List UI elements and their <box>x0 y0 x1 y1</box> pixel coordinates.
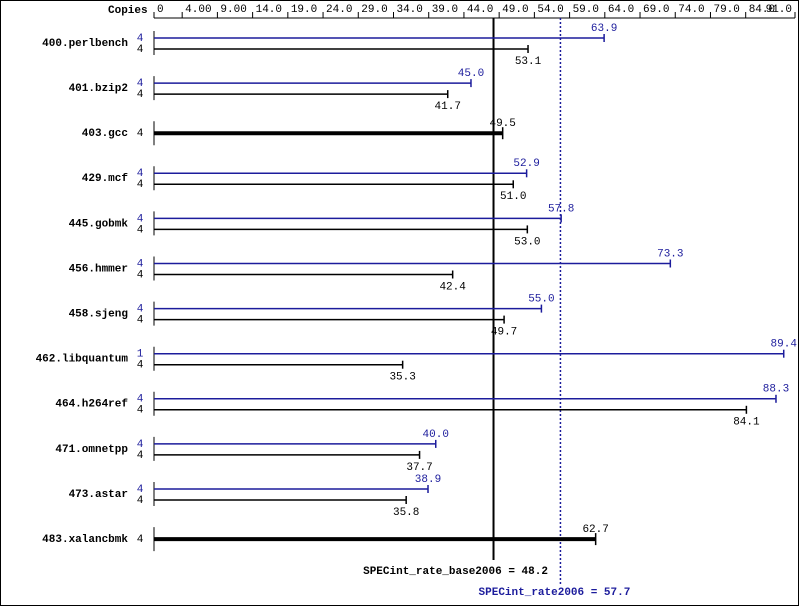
copies: 4 <box>137 394 144 406</box>
benchmark-name: 445.gobmk <box>69 218 129 230</box>
value-label: 57.8 <box>548 203 574 215</box>
x-tick-label: 9.00 <box>220 4 246 16</box>
value-label: 89.4 <box>771 339 798 351</box>
copies: 4 <box>137 89 144 101</box>
x-tick-label: 74.0 <box>678 4 704 16</box>
value-label: 37.7 <box>406 462 432 474</box>
value-label: 53.1 <box>515 56 542 68</box>
value-label: 63.9 <box>591 23 617 35</box>
copies: 4 <box>137 258 144 270</box>
x-tick-label: 24.0 <box>326 4 352 16</box>
benchmark-name: 400.perlbench <box>42 38 128 50</box>
benchmark-name: 429.mcf <box>82 173 129 185</box>
x-tick-label: 0 <box>157 4 164 16</box>
benchmark-name: 483.xalancbmk <box>42 534 128 546</box>
copies: 4 <box>137 213 144 225</box>
copies: 4 <box>137 304 144 316</box>
copies: 4 <box>137 179 144 191</box>
value-label: 88.3 <box>763 384 789 396</box>
peak-summary-label: SPECint_rate2006 = 57.7 <box>479 587 631 599</box>
benchmark-name: 464.h264ref <box>55 399 128 411</box>
x-tick-label: 49.0 <box>502 4 528 16</box>
value-label: 55.0 <box>528 294 554 306</box>
x-tick-label: 34.0 <box>396 4 422 16</box>
copies: 4 <box>137 44 144 56</box>
x-tick-label: 54.0 <box>537 4 563 16</box>
base-summary-label: SPECint_rate_base2006 = 48.2 <box>363 566 548 578</box>
copies-header: Copies <box>108 5 148 17</box>
benchmark-name: 403.gcc <box>82 128 128 140</box>
value-label: 40.0 <box>423 429 449 441</box>
x-tick-label: 39.0 <box>432 4 458 16</box>
copies: 4 <box>137 269 144 281</box>
x-tick-label: 29.0 <box>361 4 387 16</box>
benchmark-name: 401.bzip2 <box>69 83 128 95</box>
benchmark-name: 458.sjeng <box>69 309 128 321</box>
copies: 4 <box>137 534 144 546</box>
value-label: 42.4 <box>439 281 466 293</box>
value-label: 35.3 <box>389 372 415 384</box>
value-label: 45.0 <box>458 68 484 80</box>
x-tick-label: 19.0 <box>291 4 317 16</box>
benchmark-name: 473.astar <box>69 489 128 501</box>
value-label: 53.0 <box>514 236 540 248</box>
x-tick-label: 84.0 <box>749 4 775 16</box>
value-label: 49.5 <box>489 118 515 130</box>
benchmark-name: 456.hmmer <box>69 263 128 275</box>
value-label: 49.7 <box>491 327 517 339</box>
x-tick-label: 91.0 <box>766 4 792 16</box>
copies: 4 <box>137 224 144 236</box>
copies: 4 <box>137 128 144 140</box>
x-tick-label: 79.0 <box>713 4 739 16</box>
x-tick-label: 4.00 <box>185 4 211 16</box>
value-label: 73.3 <box>657 248 683 260</box>
value-label: 62.7 <box>582 524 608 536</box>
copies: 4 <box>137 495 144 507</box>
x-tick-label: 59.0 <box>573 4 599 16</box>
value-label: 52.9 <box>513 158 539 170</box>
benchmark-name: 471.omnetpp <box>55 444 128 456</box>
x-tick-label: 44.0 <box>467 4 493 16</box>
copies: 4 <box>137 484 144 496</box>
value-label: 84.1 <box>733 417 760 429</box>
x-tick-label: 69.0 <box>643 4 669 16</box>
copies: 4 <box>137 439 144 451</box>
copies: 4 <box>137 315 144 327</box>
value-label: 35.8 <box>393 507 419 519</box>
copies: 4 <box>137 405 144 417</box>
value-label: 38.9 <box>415 474 441 486</box>
value-label: 41.7 <box>435 101 461 113</box>
value-label: 51.0 <box>500 191 526 203</box>
copies: 4 <box>137 360 144 372</box>
x-tick-label: 64.0 <box>608 4 634 16</box>
x-tick-label: 14.0 <box>256 4 282 16</box>
copies: 4 <box>137 78 144 90</box>
copies: 4 <box>137 33 144 45</box>
benchmark-name: 462.libquantum <box>36 354 129 366</box>
copies: 4 <box>137 450 144 462</box>
copies: 1 <box>137 349 144 361</box>
copies: 4 <box>137 168 144 180</box>
